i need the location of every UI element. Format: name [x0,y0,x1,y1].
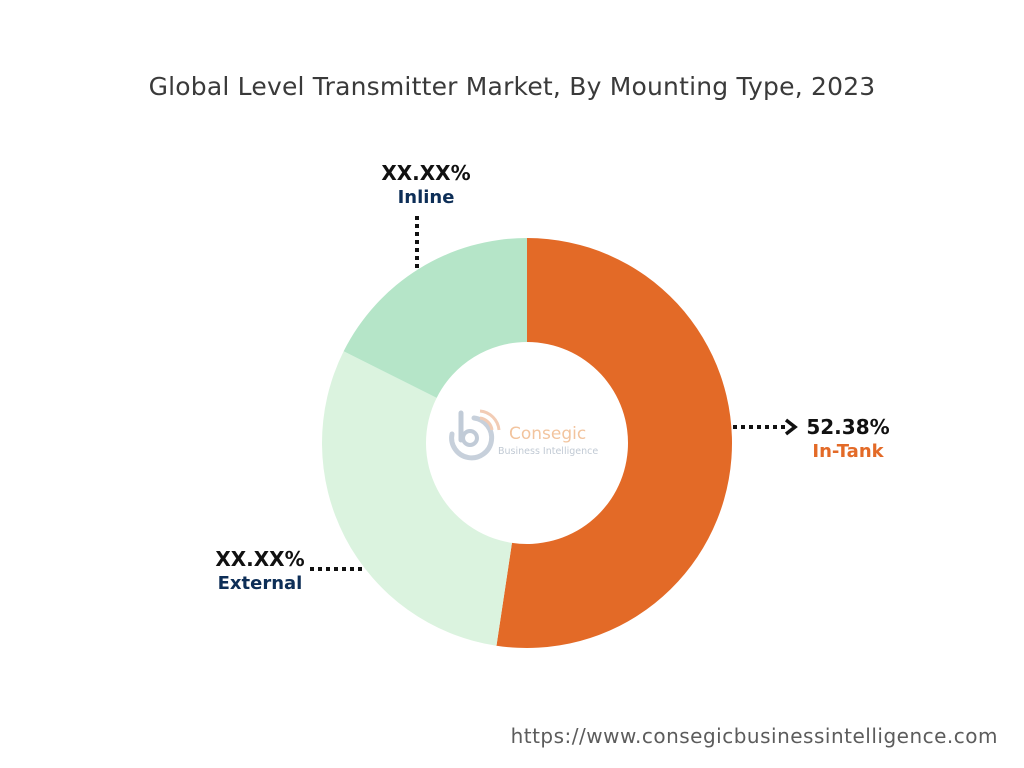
intank-arrowhead-icon [784,418,798,436]
external-label: XX.XX% External [208,546,312,596]
donut-slices [322,238,733,648]
logo-tagline: Business Intelligence [498,446,598,457]
logo-mark-icon [449,409,501,461]
slice-external [322,351,512,646]
external-category: External [217,573,303,594]
intank-label: 52.38% In-Tank [798,414,898,464]
source-url[interactable]: https://www.consegicbusinessintelligence… [510,724,998,748]
inline-value: XX.XX% [381,161,471,185]
intank-category: In-Tank [812,441,884,462]
slice-inline [343,238,527,398]
intank-value: 52.38% [806,415,890,439]
inline-category: Inline [397,187,455,208]
center-logo: Consegic Business Intelligence [449,409,598,461]
inline-label: XX.XX% Inline [376,160,476,210]
logo-name: Consegic [509,424,586,444]
slice-in-tank [496,238,733,648]
external-value: XX.XX% [215,547,305,571]
leader-lines [310,216,788,571]
chart-title: Global Level Transmitter Market, By Moun… [148,72,876,101]
